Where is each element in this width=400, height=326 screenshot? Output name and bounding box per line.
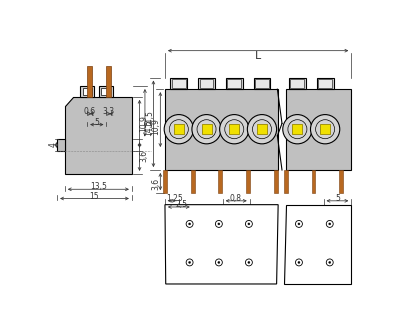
Text: 15: 15 bbox=[90, 192, 99, 201]
Bar bbox=[87, 66, 92, 97]
Text: 2,5: 2,5 bbox=[176, 200, 188, 209]
Circle shape bbox=[225, 120, 244, 139]
Bar bbox=[80, 86, 94, 97]
Circle shape bbox=[164, 114, 194, 144]
Bar bbox=[339, 170, 343, 193]
Bar bbox=[218, 170, 222, 193]
Circle shape bbox=[218, 261, 220, 263]
Circle shape bbox=[298, 261, 300, 263]
Circle shape bbox=[192, 114, 221, 144]
Text: 3,6: 3,6 bbox=[140, 150, 149, 162]
Text: L: L bbox=[255, 51, 261, 61]
Bar bbox=[106, 66, 111, 97]
Bar bbox=[284, 170, 288, 193]
Text: 10,9: 10,9 bbox=[140, 115, 149, 132]
Circle shape bbox=[248, 261, 250, 263]
Bar bbox=[317, 78, 334, 89]
Circle shape bbox=[248, 223, 250, 225]
Text: 1,25: 1,25 bbox=[166, 194, 182, 203]
Bar bbox=[99, 86, 113, 97]
Circle shape bbox=[169, 120, 188, 139]
Bar bbox=[172, 79, 186, 88]
Bar bbox=[226, 78, 243, 89]
Text: 3,6: 3,6 bbox=[151, 178, 160, 190]
Text: 14,5: 14,5 bbox=[145, 110, 154, 127]
Bar bbox=[255, 79, 269, 88]
Circle shape bbox=[310, 114, 340, 144]
Circle shape bbox=[298, 223, 300, 225]
Circle shape bbox=[329, 223, 331, 225]
Text: 13,5: 13,5 bbox=[90, 183, 107, 191]
Text: 0,8: 0,8 bbox=[230, 194, 242, 203]
Bar bbox=[246, 170, 250, 193]
Circle shape bbox=[218, 223, 220, 225]
Polygon shape bbox=[284, 205, 351, 284]
Circle shape bbox=[252, 120, 272, 139]
Bar bbox=[198, 78, 215, 89]
Bar bbox=[227, 79, 241, 88]
Circle shape bbox=[288, 120, 307, 139]
Polygon shape bbox=[57, 139, 65, 151]
Bar bbox=[254, 78, 270, 89]
Text: 0,6: 0,6 bbox=[84, 107, 96, 116]
Polygon shape bbox=[165, 205, 278, 284]
Bar bbox=[163, 170, 167, 193]
Bar bbox=[312, 170, 316, 193]
Bar bbox=[191, 170, 195, 193]
Bar bbox=[286, 89, 351, 170]
Bar bbox=[318, 79, 332, 88]
Circle shape bbox=[247, 114, 277, 144]
Text: 3,3: 3,3 bbox=[103, 107, 115, 116]
Circle shape bbox=[283, 114, 312, 144]
Bar bbox=[200, 79, 214, 88]
Circle shape bbox=[188, 261, 191, 263]
Bar bbox=[170, 78, 187, 89]
Circle shape bbox=[220, 114, 249, 144]
Bar bbox=[292, 124, 302, 134]
Text: 10,9: 10,9 bbox=[151, 118, 160, 135]
Bar bbox=[229, 124, 239, 134]
Circle shape bbox=[316, 120, 335, 139]
Circle shape bbox=[188, 223, 191, 225]
Bar bbox=[165, 89, 278, 170]
Polygon shape bbox=[65, 97, 132, 174]
Text: 5: 5 bbox=[335, 194, 340, 203]
Circle shape bbox=[329, 261, 331, 263]
Bar bbox=[290, 79, 304, 88]
Bar bbox=[174, 124, 184, 134]
Bar bbox=[257, 124, 267, 134]
Text: 4: 4 bbox=[49, 142, 58, 147]
Bar bbox=[320, 124, 330, 134]
Text: 5: 5 bbox=[94, 118, 99, 127]
Bar bbox=[274, 170, 278, 193]
Bar bbox=[101, 88, 110, 95]
Bar bbox=[82, 88, 92, 95]
Bar bbox=[202, 124, 212, 134]
Bar bbox=[289, 78, 306, 89]
Text: 14,5: 14,5 bbox=[144, 119, 153, 136]
Circle shape bbox=[197, 120, 216, 139]
